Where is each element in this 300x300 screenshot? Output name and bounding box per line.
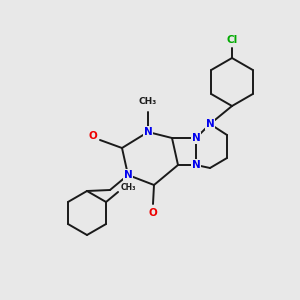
Text: N: N <box>206 119 214 129</box>
Text: N: N <box>192 160 200 170</box>
Text: N: N <box>192 133 200 143</box>
Text: O: O <box>148 208 158 218</box>
Text: CH₃: CH₃ <box>121 184 136 193</box>
Text: N: N <box>124 170 132 180</box>
Text: CH₃: CH₃ <box>139 97 157 106</box>
Text: N: N <box>144 127 152 137</box>
Text: O: O <box>88 131 98 141</box>
Text: Cl: Cl <box>226 35 238 45</box>
